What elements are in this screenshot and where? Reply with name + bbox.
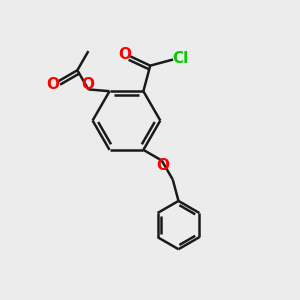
Text: O: O — [82, 77, 94, 92]
Text: O: O — [157, 158, 170, 173]
Text: Cl: Cl — [172, 51, 189, 66]
Text: O: O — [118, 47, 131, 62]
Text: O: O — [46, 77, 59, 92]
